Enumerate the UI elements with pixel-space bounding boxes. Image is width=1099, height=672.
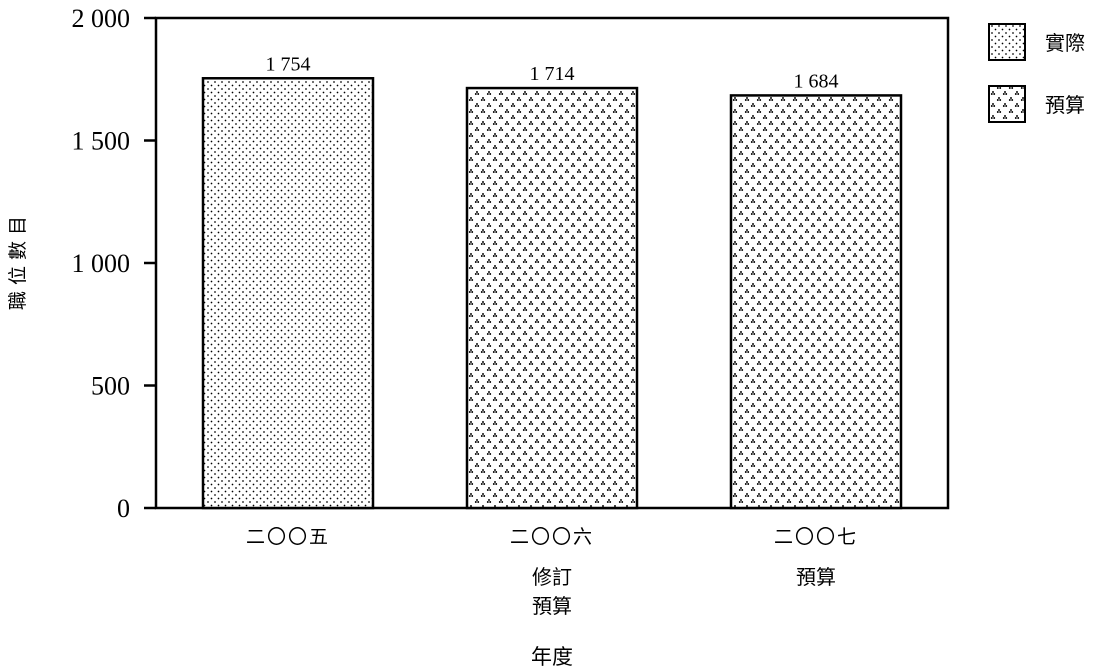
x-category-label: 二〇〇五 [246,526,330,548]
bar-3 [729,94,903,510]
bar-value-label: 1 754 [266,53,311,75]
legend-swatch-budget [988,85,1026,123]
x-category-label: 二〇〇六 [510,526,594,548]
bar-2 [465,86,639,510]
y-axis: 0 500 1 000 1 500 2 000 [72,4,156,523]
y-axis-title: 職 位 數 目 [7,216,29,310]
x-category-label: 二〇〇七 [774,526,858,548]
bar-value-label: 1 714 [530,63,575,85]
y-tick-label: 1 500 [72,127,131,156]
legend-swatch-actual [988,23,1026,61]
x-category-label: 預算 [796,565,836,589]
y-tick-label: 0 [117,494,130,523]
y-tick-label: 1 000 [72,249,131,278]
x-axis-title: 年度 [531,645,573,669]
x-category-label: 修訂 [532,565,572,589]
bar-value-label: 1 684 [794,70,839,92]
legend-label-budget: 預算 [1045,93,1085,117]
legend-label-actual: 實際 [1045,31,1085,55]
y-tick-label: 2 000 [72,4,131,33]
x-category-label: 預算 [532,594,572,618]
bar-1 [201,77,375,510]
bars: 1 754 1 714 1 684 [201,53,903,510]
y-tick-label: 500 [91,372,130,401]
